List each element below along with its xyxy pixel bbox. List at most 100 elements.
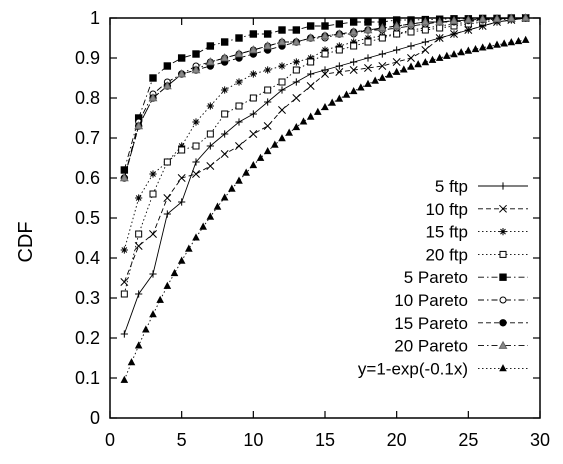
x-tick-label: 0 xyxy=(105,430,115,450)
legend-entry: 15 Pareto xyxy=(394,314,528,333)
y-tick-label: 0.1 xyxy=(75,368,100,388)
data-point xyxy=(335,20,344,28)
data-point xyxy=(350,58,358,66)
legend-entry: 20 Pareto xyxy=(394,337,528,356)
y-tick-label: 0 xyxy=(90,408,100,428)
data-point xyxy=(306,33,316,42)
data-point xyxy=(314,107,322,115)
x-tick-label: 25 xyxy=(458,430,478,450)
x-tick-label: 30 xyxy=(530,430,550,450)
data-point xyxy=(321,70,329,78)
data-point xyxy=(406,19,416,28)
data-point xyxy=(306,82,315,90)
data-point xyxy=(192,158,200,166)
data-point xyxy=(235,118,243,126)
plot-border xyxy=(109,17,541,419)
data-point xyxy=(292,58,300,66)
data-point xyxy=(206,102,214,110)
data-point xyxy=(307,54,315,62)
x-tick-label: 10 xyxy=(243,430,263,450)
data-point xyxy=(378,62,387,70)
legend-label: 10 ftp xyxy=(425,200,468,219)
data-point xyxy=(177,54,186,62)
x-tick-label: 5 xyxy=(177,430,187,450)
legend-marker xyxy=(499,273,507,281)
data-point xyxy=(435,34,444,42)
data-point xyxy=(206,162,215,170)
data-point xyxy=(191,65,201,74)
data-point xyxy=(235,142,243,150)
data-point xyxy=(156,295,164,303)
data-point xyxy=(464,46,473,54)
y-tick-label: 0.3 xyxy=(75,288,100,308)
data-point xyxy=(478,14,488,23)
data-point xyxy=(220,193,229,201)
data-point xyxy=(162,81,172,90)
data-point xyxy=(192,233,200,241)
data-point xyxy=(264,86,272,94)
data-point xyxy=(449,15,459,25)
data-point xyxy=(256,153,265,161)
data-point xyxy=(149,74,157,82)
data-point xyxy=(221,130,229,138)
data-point xyxy=(249,110,257,118)
data-point xyxy=(292,122,301,131)
data-point xyxy=(364,18,372,26)
data-point xyxy=(149,170,157,178)
data-point xyxy=(248,45,258,54)
data-point xyxy=(349,18,358,26)
data-point xyxy=(500,39,508,47)
data-point xyxy=(421,58,430,66)
data-point xyxy=(185,244,193,252)
data-point xyxy=(364,54,372,62)
data-point xyxy=(435,17,445,26)
data-point xyxy=(521,35,530,43)
data-point xyxy=(271,140,279,148)
data-point xyxy=(134,341,143,349)
series-group xyxy=(119,13,531,383)
data-point xyxy=(407,28,415,36)
data-point xyxy=(306,22,315,30)
data-point xyxy=(421,38,429,46)
legend-entry: 10 Pareto xyxy=(394,291,528,310)
data-point xyxy=(407,54,415,62)
data-point xyxy=(421,46,430,54)
data-point xyxy=(220,38,229,46)
data-point xyxy=(478,43,487,51)
data-point xyxy=(393,30,401,38)
data-point xyxy=(371,76,379,84)
data-point xyxy=(321,22,329,30)
data-point xyxy=(206,212,215,220)
legend-label: 20 Pareto xyxy=(394,337,468,356)
data-point xyxy=(486,42,494,50)
data-point xyxy=(349,86,358,95)
y-tick-label: 0.2 xyxy=(75,328,100,348)
data-point xyxy=(321,50,329,58)
legend-entry: 5 ftp xyxy=(435,177,528,196)
data-point xyxy=(407,62,415,70)
data-point xyxy=(335,46,343,54)
data-point xyxy=(278,106,286,114)
legend-label: 15 Pareto xyxy=(394,314,468,333)
plot-frame xyxy=(109,17,541,419)
data-point xyxy=(249,70,257,78)
data-point xyxy=(263,122,272,130)
series-line xyxy=(123,17,526,179)
data-point xyxy=(249,130,258,138)
data-point xyxy=(120,290,128,298)
data-point xyxy=(278,86,286,94)
legend-entry: 20 ftp xyxy=(425,245,528,264)
data-point xyxy=(192,170,200,178)
data-point xyxy=(206,42,215,50)
legend-marker xyxy=(499,228,507,236)
data-point xyxy=(521,13,531,22)
data-point xyxy=(378,73,387,81)
legend-entry: 10 ftp xyxy=(425,200,528,219)
data-point xyxy=(235,176,243,184)
data-point xyxy=(177,69,187,78)
data-point xyxy=(414,60,422,68)
y-tick-label: 0.7 xyxy=(75,128,100,148)
data-point xyxy=(320,31,330,40)
data-point xyxy=(292,94,301,102)
data-point xyxy=(249,30,258,38)
